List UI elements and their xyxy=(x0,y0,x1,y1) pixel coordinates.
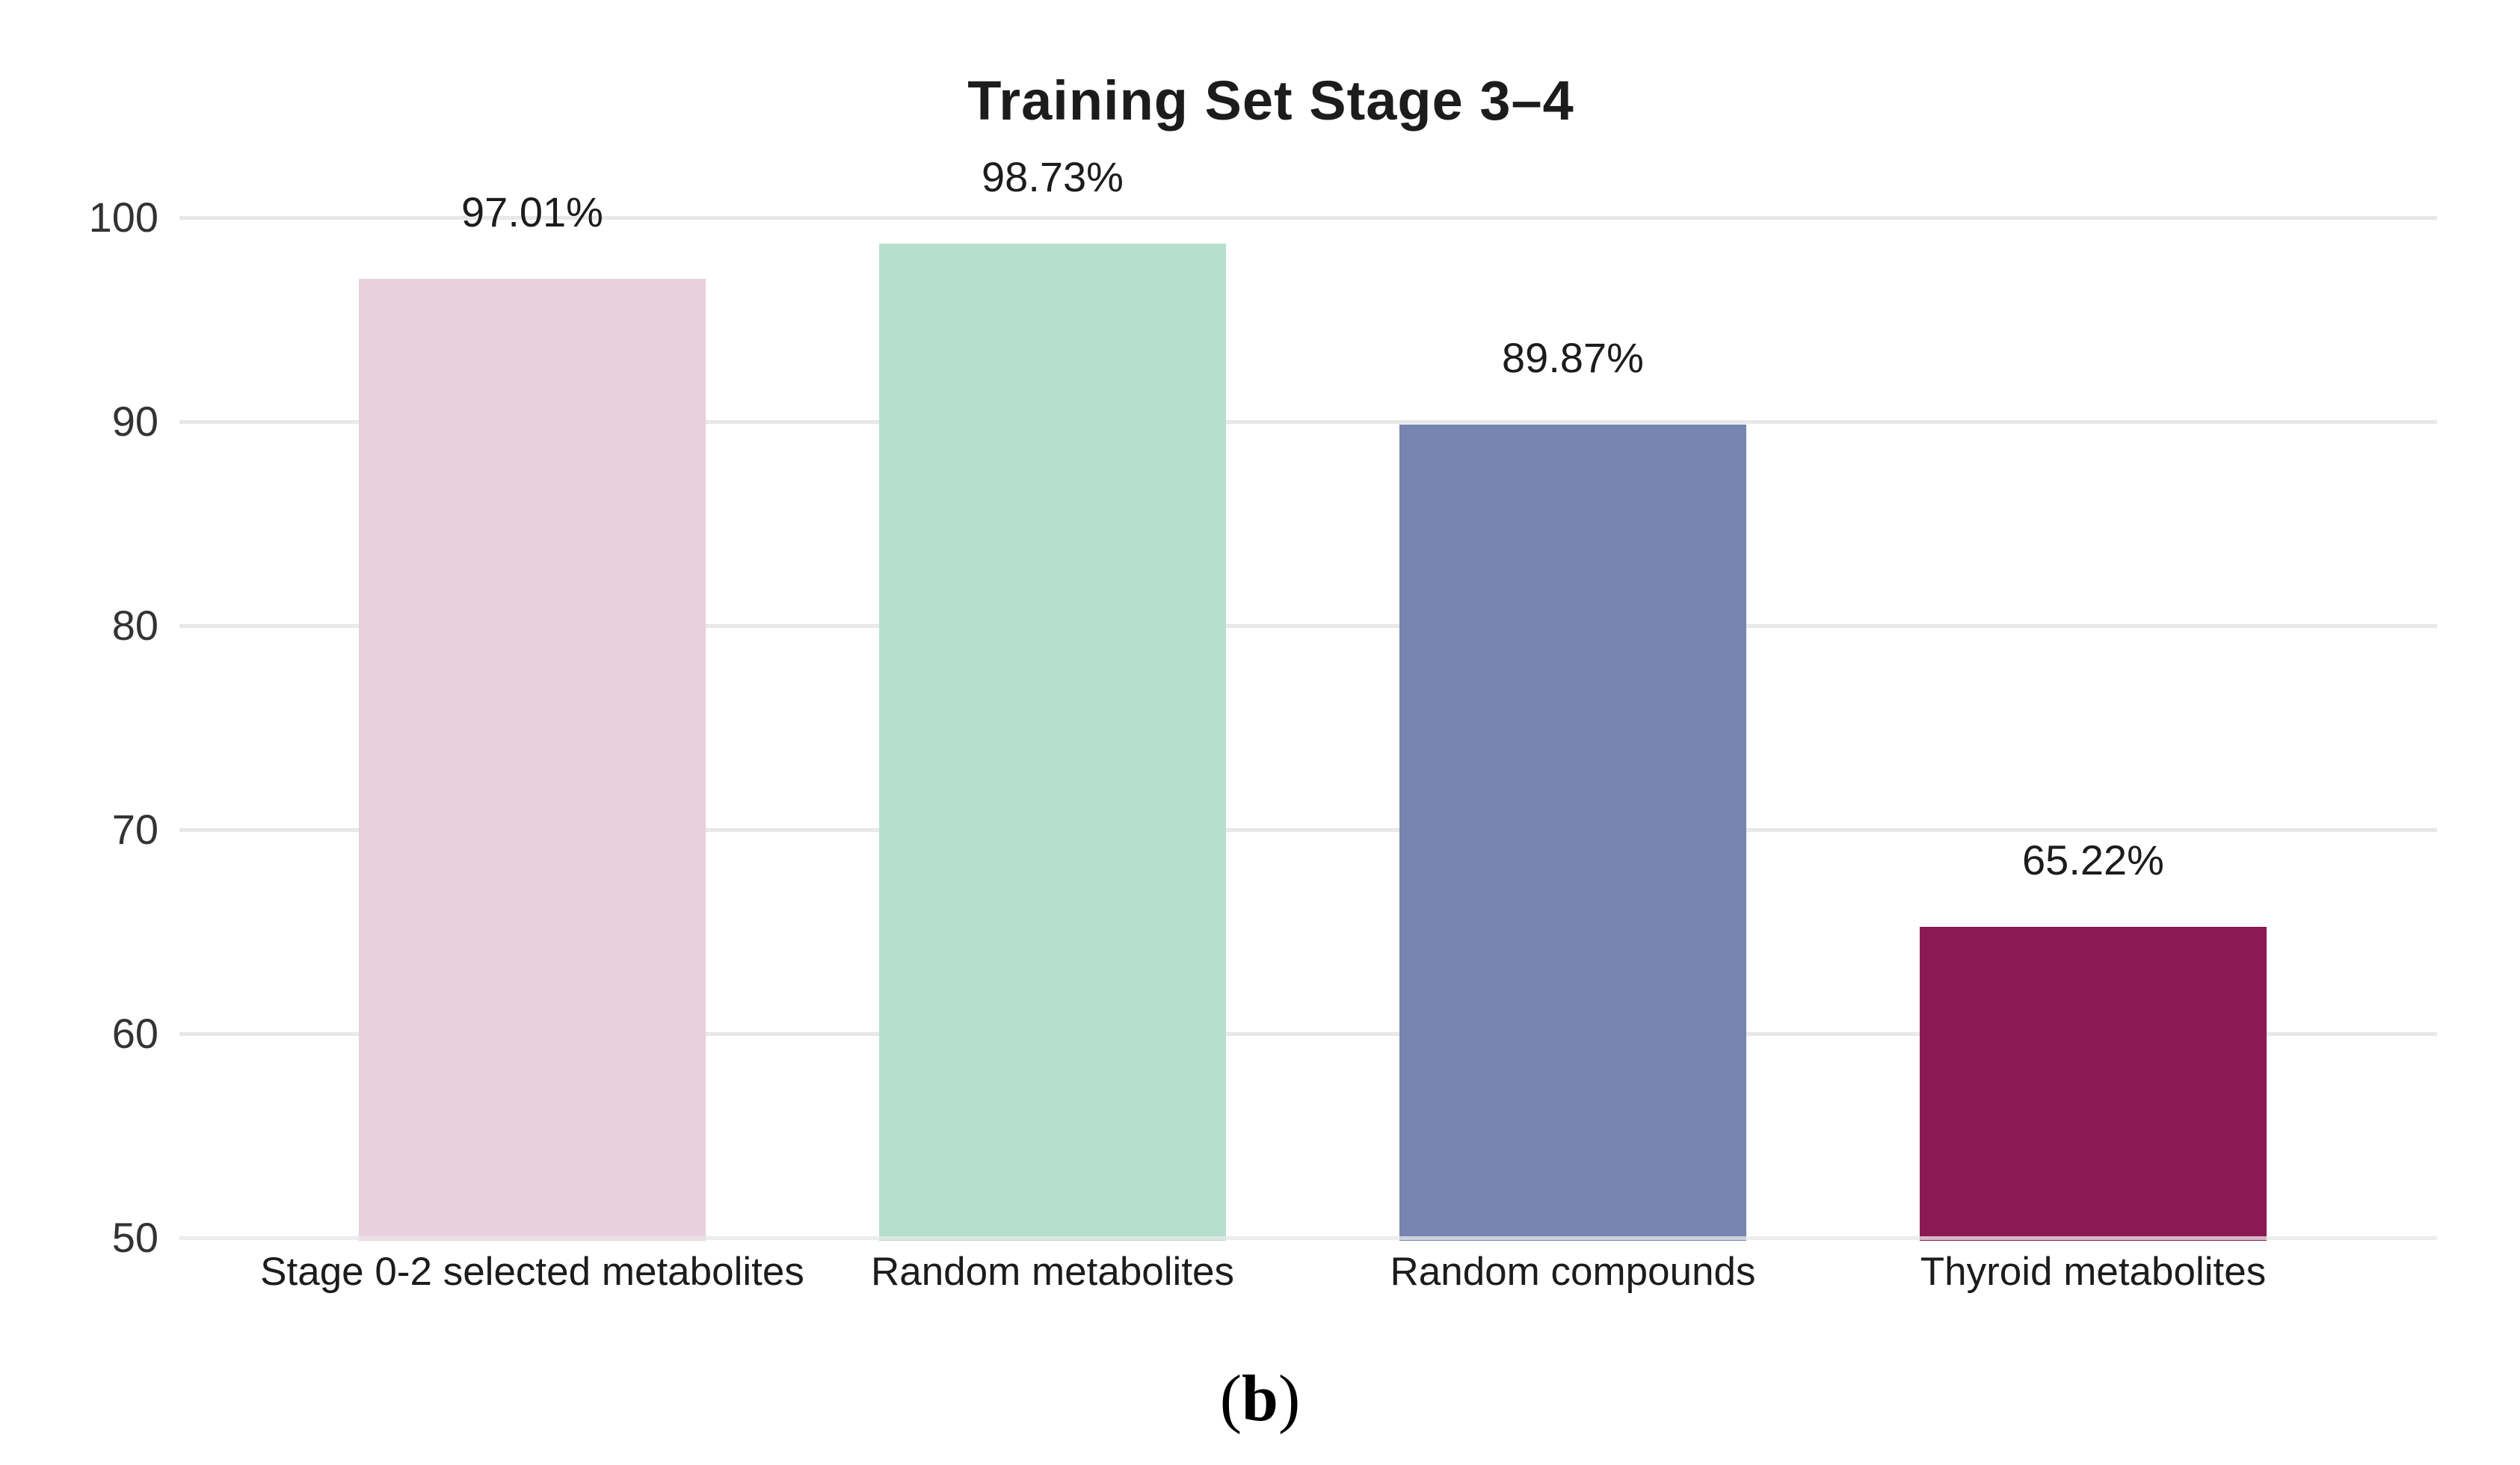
y-axis-tick-label: 60 xyxy=(111,1010,158,1057)
bar xyxy=(879,243,1226,1241)
gridline xyxy=(179,623,2437,628)
category-label: Random compounds xyxy=(1390,1250,1756,1294)
bar-value-label: 98.73% xyxy=(982,152,1124,200)
chart-title: Training Set Stage 3–4 xyxy=(967,70,1574,132)
bar xyxy=(1399,424,1746,1241)
figure-caption-letter: b xyxy=(1242,1363,1278,1435)
bar xyxy=(359,278,706,1241)
y-axis-tick-label: 50 xyxy=(111,1214,158,1261)
bar-value-label: 89.87% xyxy=(1502,333,1644,381)
y-axis-tick-label: 80 xyxy=(111,602,158,649)
y-axis-tick-label: 70 xyxy=(111,806,158,853)
figure-caption-close-paren: ) xyxy=(1278,1363,1301,1435)
gridline xyxy=(179,1031,2437,1036)
y-axis-tick-label: 90 xyxy=(111,398,158,445)
gridline xyxy=(179,215,2437,220)
y-axis-tick-label: 100 xyxy=(88,194,158,241)
figure-caption: (b) xyxy=(0,1362,2520,1437)
gridline xyxy=(179,827,2437,832)
category-label: Stage 0-2 selected metabolites xyxy=(260,1250,804,1294)
gridline xyxy=(179,1236,2437,1240)
bar xyxy=(1920,927,2267,1241)
bar-value-label: 97.01% xyxy=(461,188,603,235)
category-label: Random metabolites xyxy=(870,1250,1235,1294)
bar-value-label: 65.22% xyxy=(2022,836,2164,884)
category-label: Thyroid metabolites xyxy=(1920,1250,2267,1294)
gridline xyxy=(179,419,2437,424)
figure-caption-open-paren: ( xyxy=(1219,1363,1242,1435)
